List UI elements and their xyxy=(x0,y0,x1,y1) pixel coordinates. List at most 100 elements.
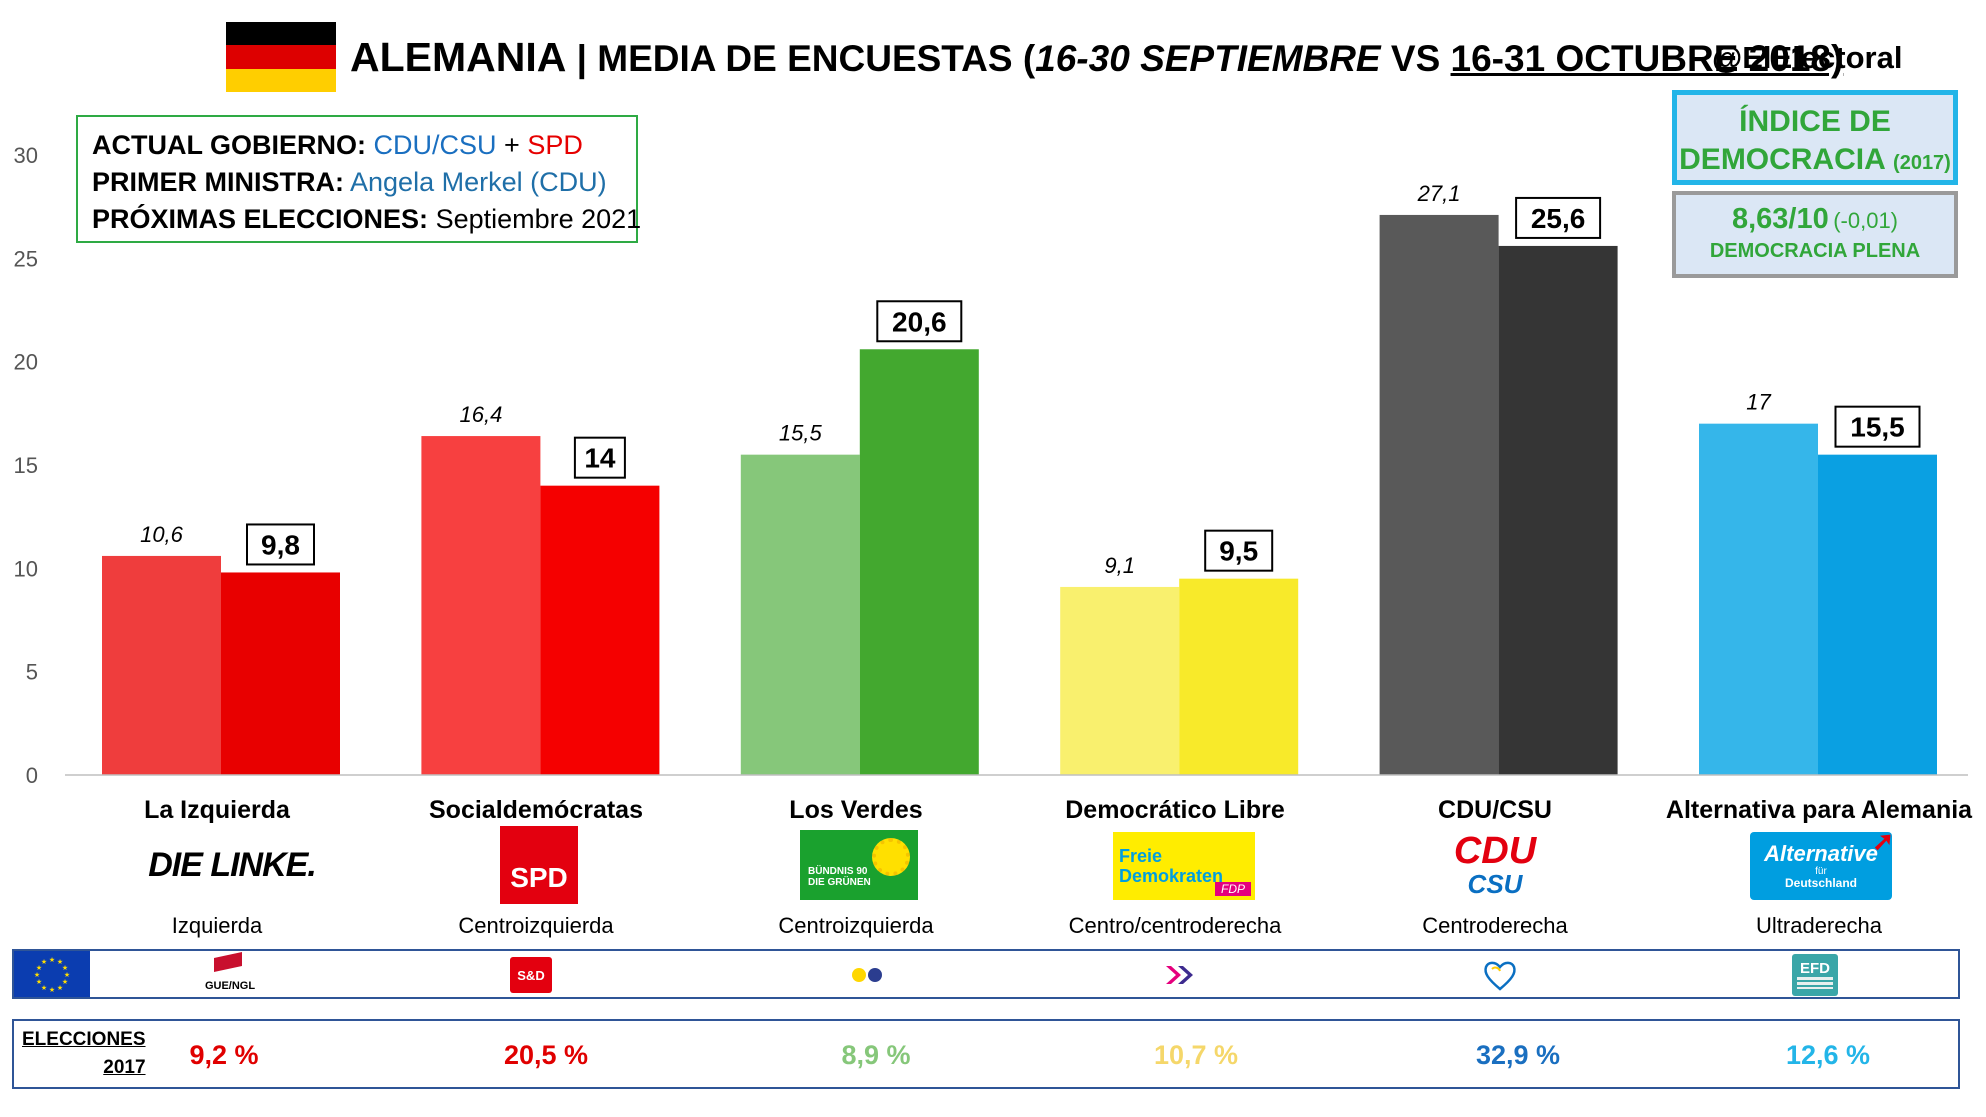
epp-heart-icon xyxy=(1480,955,1520,995)
gruene-logo-text-2: DIE GRÜNEN xyxy=(808,877,871,888)
eu-groups-band xyxy=(12,949,1960,999)
bar-previous xyxy=(740,454,860,775)
s-and-d-label: S&D xyxy=(517,967,545,983)
value-label-previous: 15,5 xyxy=(779,421,823,446)
y-axis: 0 5 10 15 20 25 30 xyxy=(14,143,38,788)
next-elections-row: PRÓXIMAS ELECCIONES: Septiembre 2021 xyxy=(92,201,641,238)
spd-logo: SPD xyxy=(500,826,578,904)
gruene-logo-text-1: BÜNDNIS 90 xyxy=(808,866,868,877)
efa-circle-icon xyxy=(868,968,882,982)
bar-previous xyxy=(1379,214,1499,775)
bars: 10,6 9,8 16,4 14 15,5 20,6 9,1 9,5 27,1 25,6 17 15,… xyxy=(102,181,1937,775)
efd-logo: EFD xyxy=(1792,954,1838,996)
democracy-classification: DEMOCRACIA PLENA xyxy=(1709,240,1921,262)
value-box-current xyxy=(573,436,626,479)
party-name: Los Verdes xyxy=(789,796,923,824)
german-flag xyxy=(226,22,336,92)
svg-text:★: ★ xyxy=(62,978,68,986)
arrow-icon: ➚ xyxy=(1872,826,1894,856)
bar-chart: 0 5 10 15 20 25 30 10,6 9,8 16,4 14 15,5 20,6 9,1 9,5… xyxy=(14,143,1968,788)
value-label-current: 14 xyxy=(584,443,616,474)
democracy-score-box: 8,63/10 (-0,01) DEMOCRACIA PLENA xyxy=(1672,191,1958,278)
flag-stripe-black xyxy=(226,22,336,46)
value-label-previous: 9,1 xyxy=(1104,553,1135,578)
value-box-current xyxy=(246,523,315,566)
party-name: Alternativa para Alemania xyxy=(1665,796,1973,824)
csu-logo-text: CSU xyxy=(1467,869,1523,899)
party-name: La Izquierda xyxy=(144,796,290,824)
svg-text:★: ★ xyxy=(64,971,70,979)
democracy-score-row: 8,63/10 (-0,01) xyxy=(1676,203,1954,236)
democracy-title-line2: DEMOCRACIA xyxy=(1679,143,1885,176)
elections-label-line2: 2017 xyxy=(103,1057,146,1078)
greens-efa-logo xyxy=(842,955,892,995)
government-party-1: CDU/CSU xyxy=(373,130,497,160)
s-and-d-logo: S&D xyxy=(510,957,552,993)
elections-2017-band xyxy=(12,1019,1960,1089)
svg-text:★: ★ xyxy=(49,956,55,964)
party-ideology: Centroizquierda xyxy=(778,913,934,938)
author-handle: @ElElectoral xyxy=(1712,40,1903,75)
fdp-logo-text-2: Demokraten xyxy=(1119,866,1224,886)
y-tick-label: 30 xyxy=(14,143,38,168)
heart-icon xyxy=(1484,961,1516,991)
efd-stripes-icon xyxy=(1797,977,1833,989)
title-vs: VS xyxy=(1380,38,1451,79)
die-linke-logo-text: DIE LINKE. xyxy=(148,845,317,884)
value-label-current: 25,6 xyxy=(1531,203,1586,234)
government-party-2: SPD xyxy=(527,130,583,160)
pm-row: PRIMER MINISTRA: Angela Merkel (CDU) xyxy=(92,164,622,201)
y-tick-label: 25 xyxy=(14,246,38,271)
bar-current xyxy=(1498,245,1618,775)
value-label-previous: 16,4 xyxy=(459,402,502,427)
afd-logo: Alternative für Deutschland ➚ xyxy=(1750,826,1894,900)
fdp-logo: Freie Demokraten FDP xyxy=(1113,832,1255,900)
fdp-logo-text-1: Freie xyxy=(1119,846,1163,866)
y-tick-label: 15 xyxy=(14,453,38,478)
eu-stars-icon: ★ ★★★ ★★★★ ★★★★ xyxy=(34,956,70,994)
eu-flag-icon: ★ ★ ★ ★ ★ ★ ★ ★ ★ ★ ★ ★ xyxy=(14,951,90,997)
party-ideology: Centro/centroderecha xyxy=(1068,913,1282,938)
flag-stripe-gold xyxy=(226,68,336,92)
svg-text:★: ★ xyxy=(34,971,40,979)
svg-text:★: ★ xyxy=(49,986,55,994)
page-title: ALEMANIA | MEDIA DE ENCUESTAS (16-30 SEP… xyxy=(350,34,1843,81)
efd-label: EFD xyxy=(1800,960,1830,977)
government-info-box: ACTUAL GOBIERNO: CDU/CSU + SPD PRIMER MI… xyxy=(76,115,641,243)
fdp-logo-text-3: FDP xyxy=(1215,882,1251,896)
government-plus: + xyxy=(496,130,528,160)
country-title: ALEMANIA xyxy=(350,34,567,80)
svg-text:★: ★ xyxy=(57,958,63,966)
svg-text:★: ★ xyxy=(36,964,42,972)
election-result: 32,9 % xyxy=(1475,1040,1561,1070)
government-label: ACTUAL GOBIERNO: xyxy=(92,130,366,160)
election-result: 12,6 % xyxy=(1785,1040,1871,1070)
bar-current xyxy=(1818,454,1937,775)
title-separator: | xyxy=(566,38,598,79)
democracy-index-title-box: ÍNDICE DE DEMOCRACIA (2017) xyxy=(1672,90,1958,185)
value-label-current: 9,5 xyxy=(1219,536,1258,567)
democracy-change: (-0,01) xyxy=(1833,208,1898,233)
bar-previous xyxy=(421,436,541,775)
svg-text:★: ★ xyxy=(62,964,68,972)
value-label-current: 15,5 xyxy=(1850,412,1905,443)
pm-value: Angela Merkel (CDU) xyxy=(350,167,607,197)
die-linke-logo: DIE LINKE. xyxy=(142,826,322,904)
chevrons-icon xyxy=(1166,966,1193,984)
sunflower-icon xyxy=(852,968,866,982)
gue-ngl-flag-icon xyxy=(214,952,242,972)
value-box-current xyxy=(1515,196,1602,239)
value-label-previous: 27,1 xyxy=(1417,181,1461,206)
y-tick-label: 5 xyxy=(26,660,38,685)
gue-ngl-logo: GUE/NGL xyxy=(180,952,280,995)
flag-stripe-red xyxy=(226,45,336,69)
bar-current xyxy=(859,349,979,775)
y-tick-label: 10 xyxy=(14,556,38,581)
democracy-year: (2017) xyxy=(1893,152,1951,174)
party-ideology: Centroderecha xyxy=(1422,913,1568,938)
period-previous: 16-30 SEPTIEMBRE xyxy=(1035,38,1381,79)
afd-logo-text-1: Alternative xyxy=(1764,841,1878,866)
period-current: 16-31 OCTUBRE 2018) xyxy=(1450,38,1844,79)
next-elections-label: PRÓXIMAS ELECCIONES: xyxy=(92,204,429,234)
bar-current xyxy=(221,572,340,775)
